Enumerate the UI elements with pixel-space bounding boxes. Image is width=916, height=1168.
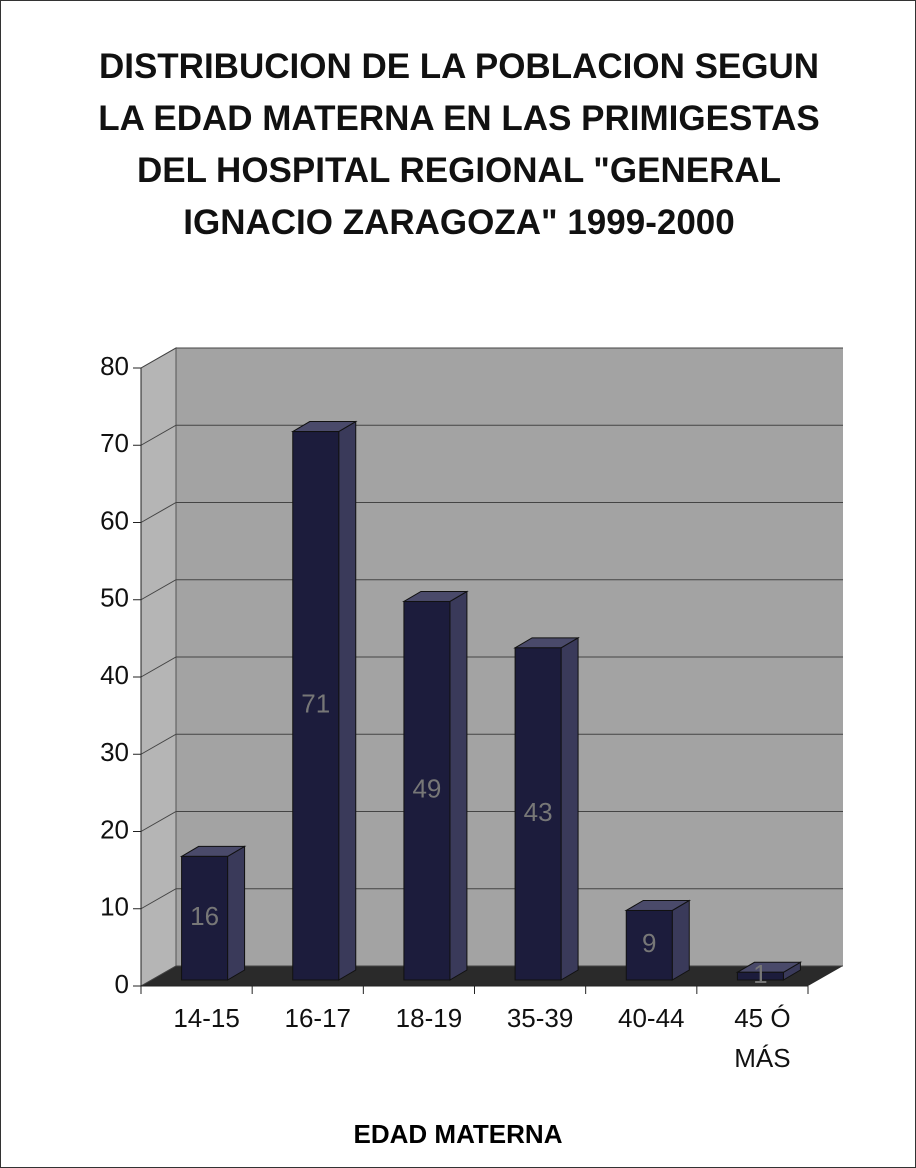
y-tick-label: 0 <box>115 969 129 999</box>
data-label: 71 <box>301 689 330 719</box>
bar-side <box>560 636 579 981</box>
bar <box>292 431 340 981</box>
y-tick-label: 20 <box>100 814 129 844</box>
grid-line <box>140 733 843 755</box>
grid-line <box>140 888 843 910</box>
y-tick-label: 70 <box>100 428 129 458</box>
data-label: 9 <box>642 928 656 958</box>
data-label: 43 <box>524 797 553 827</box>
bar <box>736 971 784 981</box>
data-label: 16 <box>190 901 219 931</box>
x-tick-label: 14-15 <box>173 1003 240 1033</box>
grid-line <box>140 347 843 369</box>
x-tick-label: 35-39 <box>506 1003 574 1033</box>
bar <box>514 647 562 981</box>
y-tick-label: 30 <box>100 737 129 767</box>
data-label: 1 <box>753 959 767 989</box>
y-tick-label: 40 <box>100 660 129 690</box>
y-tick-label: 50 <box>100 583 129 613</box>
bar <box>181 855 229 981</box>
x-tick-label: 45 Ó MÁS <box>734 1003 791 1073</box>
y-tick-label: 60 <box>100 505 129 535</box>
bar-side <box>227 845 246 981</box>
x-axis-label: EDAD MATERNA <box>353 1119 563 1149</box>
chart-title: DISTRIBUCION DE LA POBLACION SEGUN LA ED… <box>98 47 820 242</box>
grid-line <box>140 811 843 832</box>
x-tick-label: 40-44 <box>618 1003 685 1033</box>
bar <box>403 600 451 981</box>
grid-line <box>140 579 843 601</box>
bar <box>625 909 673 981</box>
grid-line <box>140 502 843 523</box>
bar-side <box>449 590 468 981</box>
data-label: 49 <box>412 774 441 804</box>
grid-line <box>140 424 843 446</box>
grid-line <box>140 656 843 678</box>
x-tick-label: 18-19 <box>395 1003 463 1033</box>
x-tick-label: 16-17 <box>284 1003 352 1033</box>
bar-side <box>671 899 690 981</box>
bar-side <box>338 420 357 981</box>
grid-line <box>140 965 843 987</box>
y-tick-label: 10 <box>100 892 129 922</box>
y-tick-label: 80 <box>100 351 129 381</box>
